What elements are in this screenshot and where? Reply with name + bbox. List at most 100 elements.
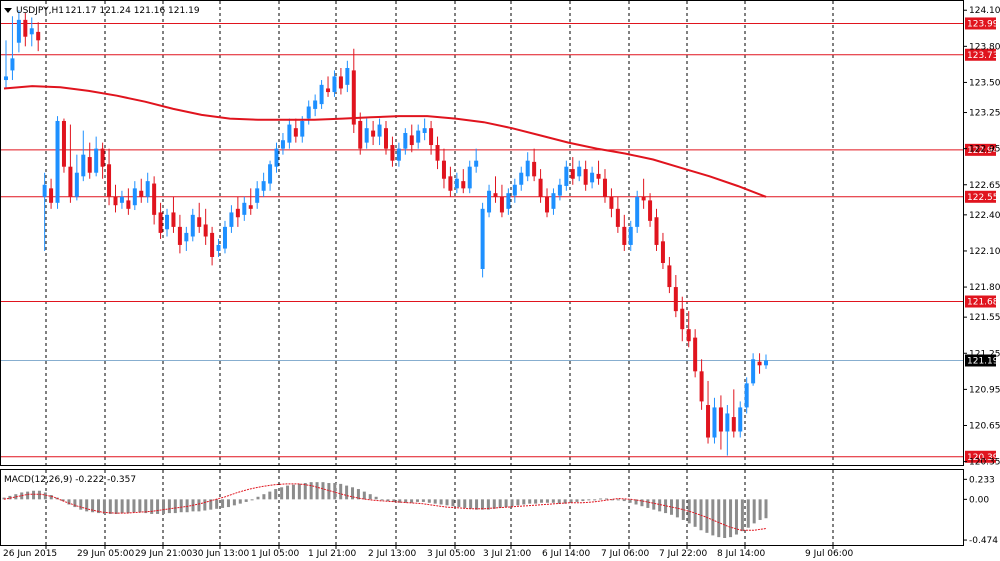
candle-body bbox=[287, 124, 292, 143]
macd-bar bbox=[297, 483, 301, 500]
candle-body bbox=[673, 287, 678, 312]
candle-body bbox=[609, 196, 614, 209]
candle-body bbox=[538, 178, 543, 197]
candle-body bbox=[699, 371, 704, 402]
macd-bar bbox=[410, 499, 414, 503]
candle-body bbox=[113, 196, 118, 206]
time-tick-label: 6 Jul 14:00 bbox=[542, 549, 591, 559]
candle-body bbox=[686, 329, 691, 342]
macd-bar bbox=[374, 496, 378, 500]
macd-bar bbox=[144, 499, 148, 514]
time-tick-label: 29 Jun 21:00 bbox=[135, 549, 192, 559]
candle-body bbox=[132, 188, 137, 206]
macd-bar bbox=[522, 499, 526, 505]
candle-body bbox=[87, 157, 92, 173]
macd-bar bbox=[262, 494, 266, 500]
candle-body bbox=[351, 70, 356, 125]
candle-body bbox=[235, 208, 240, 218]
candle-body bbox=[55, 120, 60, 203]
candle-body bbox=[184, 232, 189, 242]
level-tag bbox=[965, 143, 996, 156]
chart-header[interactable]: USDJPY,H1 121.17 121.24 121.16 121.19 bbox=[4, 6, 200, 16]
macd-bar bbox=[492, 499, 496, 509]
macd-bar bbox=[516, 499, 520, 506]
candle-body bbox=[364, 128, 369, 143]
dropdown-triangle-icon[interactable] bbox=[4, 8, 12, 13]
macd-bar bbox=[563, 499, 567, 504]
macd-bar bbox=[593, 499, 597, 501]
macd-bar bbox=[362, 491, 366, 500]
macd-bar bbox=[675, 499, 679, 518]
candle-body bbox=[203, 224, 208, 237]
candle-body bbox=[725, 413, 730, 432]
candle-body bbox=[119, 196, 124, 203]
macd-bar bbox=[61, 499, 65, 502]
macd-bar bbox=[758, 499, 762, 520]
macd-bar bbox=[126, 499, 130, 514]
candle-body bbox=[416, 130, 421, 143]
macd-bar bbox=[681, 499, 685, 520]
candle-body bbox=[345, 67, 350, 85]
current-price-label: 121.19 bbox=[967, 356, 999, 366]
candle-body bbox=[371, 130, 376, 137]
candle-body bbox=[274, 148, 279, 167]
candle-body bbox=[757, 361, 762, 366]
macd-signal-line bbox=[3, 483, 767, 531]
candle-body bbox=[480, 208, 485, 270]
macd-bar bbox=[173, 499, 177, 514]
macd-bar bbox=[734, 499, 738, 535]
price-tick-label: 123.80 bbox=[969, 42, 1000, 52]
macd-bar bbox=[280, 487, 284, 500]
macd-bar bbox=[498, 499, 502, 508]
macd-bar bbox=[587, 499, 591, 501]
candle-body bbox=[519, 172, 524, 185]
macd-bar bbox=[599, 498, 603, 500]
candle-body bbox=[100, 148, 105, 167]
time-tick-label: 1 Jul 21:00 bbox=[308, 549, 357, 559]
macd-bar bbox=[646, 499, 650, 508]
candle-body bbox=[577, 166, 582, 177]
candle-body bbox=[628, 226, 633, 245]
candle-body bbox=[210, 232, 215, 257]
macd-bar bbox=[581, 499, 585, 502]
level-tag bbox=[965, 450, 996, 463]
time-tick-label: 7 Jul 06:00 bbox=[601, 549, 650, 559]
macd-bar bbox=[132, 499, 136, 513]
candle-body bbox=[693, 337, 698, 372]
macd-bar bbox=[32, 490, 36, 500]
macd-bar bbox=[504, 499, 508, 508]
candle-body bbox=[590, 172, 595, 183]
macd-bar bbox=[85, 499, 89, 512]
candle-body bbox=[4, 76, 8, 81]
macd-bar bbox=[628, 499, 632, 503]
macd-bar bbox=[398, 499, 402, 503]
level-price-label: 123.99 bbox=[967, 19, 999, 29]
level-tag bbox=[965, 295, 996, 308]
macd-bar bbox=[179, 499, 183, 513]
candle-body bbox=[49, 188, 54, 203]
candle-body bbox=[61, 120, 66, 167]
time-tick-label: 26 Jun 2015 bbox=[3, 549, 57, 559]
macd-bar bbox=[150, 499, 154, 514]
level-tag bbox=[965, 48, 996, 61]
macd-bar bbox=[250, 499, 254, 501]
price-tick-label: 123.50 bbox=[969, 78, 1000, 88]
candle-body bbox=[532, 161, 537, 177]
horizontal-levels: 123.99 123.73 122.94 122.55 121.68 120.39 121.… bbox=[1, 17, 999, 463]
candle-body bbox=[474, 160, 479, 167]
price-tick-label: 123.25 bbox=[969, 109, 1000, 119]
candle-body bbox=[409, 135, 414, 146]
macd-bar bbox=[510, 499, 514, 507]
macd-bar bbox=[616, 499, 620, 501]
macd-bar bbox=[622, 499, 626, 502]
macd-bar bbox=[669, 499, 673, 515]
macd-bar bbox=[215, 499, 219, 509]
candle-body bbox=[429, 128, 434, 146]
price-tick-label: 121.55 bbox=[969, 313, 1000, 323]
candle-body bbox=[499, 196, 504, 213]
macd-bar bbox=[545, 499, 549, 503]
candle-body bbox=[338, 76, 343, 89]
level-price-label: 122.94 bbox=[967, 146, 999, 156]
candle-body bbox=[570, 169, 575, 179]
macd-bar bbox=[244, 499, 248, 502]
